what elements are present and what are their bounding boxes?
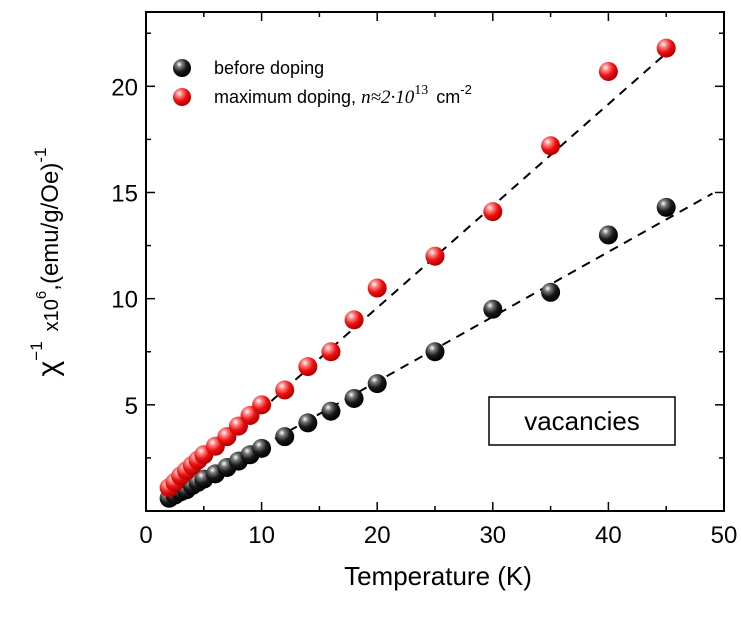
y-tick-label: 20	[111, 74, 138, 101]
y-label-units: ,(emu/g/Oe)	[37, 163, 64, 291]
data-point-before-doping	[425, 342, 445, 362]
y-label-multiplier: x10	[41, 299, 63, 331]
data-point-maximum-doping	[425, 246, 445, 266]
axis-ticks	[145, 12, 725, 511]
data-point-maximum-doping	[252, 395, 272, 415]
data-point-before-doping	[275, 427, 295, 447]
y-label-chi-exp: −1	[27, 341, 46, 360]
data-point-before-doping	[656, 197, 676, 217]
data-point-before-doping	[598, 225, 618, 245]
legend: before doping maximum doping, n≈2·1013 cm…	[173, 58, 472, 108]
x-tick-label: 30	[479, 522, 506, 549]
y-label-multiplier-exp: 6	[33, 291, 50, 299]
y-tick-label: 15	[111, 180, 138, 207]
x-axis-label: Temperature (K)	[344, 561, 532, 591]
x-tick-label: 0	[139, 522, 152, 549]
data-points	[159, 38, 676, 508]
annotation-box: vacancies	[488, 396, 676, 446]
x-tick-label: 50	[711, 522, 738, 549]
y-label-units-exp: -1	[31, 148, 50, 163]
data-point-maximum-doping	[367, 278, 387, 298]
x-tick-label: 10	[248, 522, 275, 549]
legend-label-maximum-doping: maximum doping, n≈2·1013 cm-2	[214, 82, 472, 108]
data-point-maximum-doping	[321, 342, 341, 362]
data-point-maximum-doping	[483, 202, 503, 222]
data-point-before-doping	[252, 438, 272, 458]
data-point-maximum-doping	[298, 357, 318, 377]
annotation-frame	[488, 396, 676, 446]
data-point-maximum-doping	[275, 380, 295, 400]
axis-tick-labels: 0 10 20 30 40 50 5 10 15 20	[111, 74, 737, 549]
data-point-before-doping	[483, 299, 503, 319]
data-point-maximum-doping	[344, 310, 364, 330]
data-point-maximum-doping	[656, 38, 676, 58]
data-point-before-doping	[367, 374, 387, 394]
legend-marker-maximum-doping	[173, 88, 191, 106]
y-tick-label: 10	[111, 287, 138, 314]
y-axis-label: χ−1 x106,(emu/g/Oe)-1	[27, 148, 65, 377]
data-point-before-doping	[541, 282, 561, 302]
data-point-before-doping	[344, 388, 364, 408]
data-point-maximum-doping	[598, 61, 618, 81]
legend-marker-before-doping	[173, 59, 191, 77]
y-tick-label: 5	[125, 393, 138, 420]
data-point-before-doping	[298, 413, 318, 433]
data-point-maximum-doping	[541, 136, 561, 156]
x-tick-label: 20	[364, 522, 391, 549]
annotation-vacancies: vacancies	[524, 406, 640, 436]
x-tick-label: 40	[595, 522, 622, 549]
y-label-chi: χ	[32, 360, 65, 376]
legend-label-before-doping: before doping	[214, 58, 324, 78]
svg-text:χ−1x106,(emu/g/Oe)-1: χ−1 x106,(emu/g/Oe)-1	[27, 148, 65, 377]
data-point-before-doping	[321, 401, 341, 421]
